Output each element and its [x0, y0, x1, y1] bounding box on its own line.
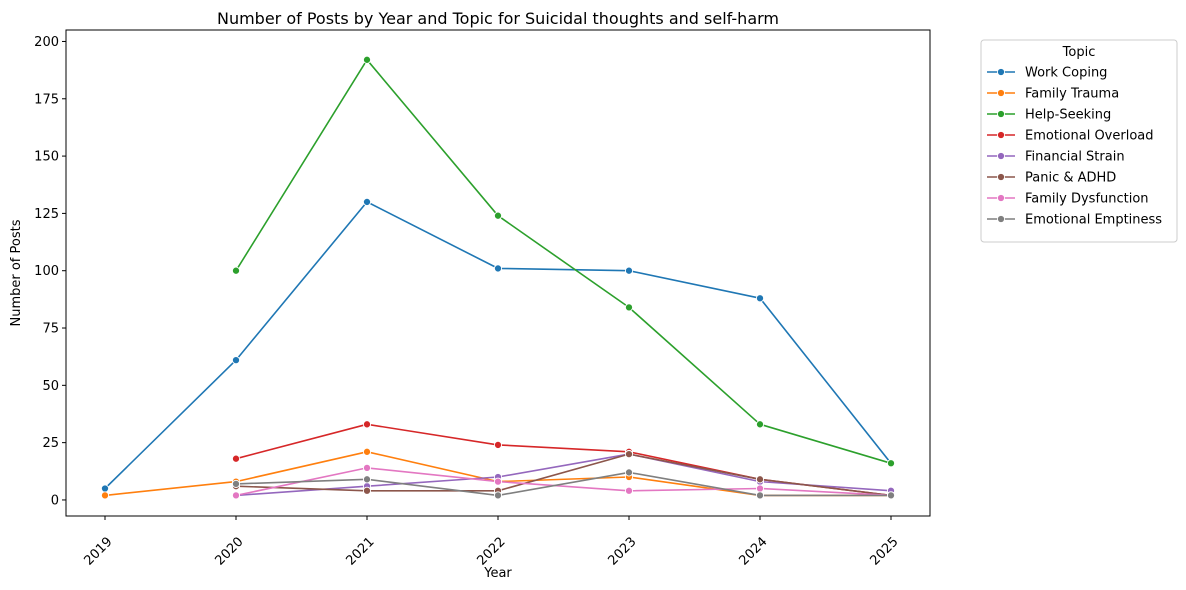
data-point — [886, 491, 896, 500]
legend-label: Family Trauma — [1025, 87, 1119, 102]
y-tick-label: 150 — [34, 150, 59, 165]
legend-label: Help-Seeking — [1025, 108, 1111, 123]
legend-label: Panic & ADHD — [1025, 171, 1116, 186]
y-tick-label: 100 — [34, 264, 59, 279]
data-point — [755, 420, 765, 429]
legend-swatch-marker — [996, 109, 1006, 119]
x-tick-label: 2022 — [475, 535, 509, 569]
data-point — [231, 454, 241, 463]
x-tick-label: 2024 — [737, 535, 771, 569]
data-point — [493, 477, 503, 486]
data-point — [493, 491, 503, 500]
data-point — [755, 294, 765, 303]
legend-swatch-marker — [996, 214, 1006, 224]
data-point — [493, 440, 503, 449]
data-point — [624, 450, 634, 459]
legend-box — [980, 39, 1178, 243]
data-point — [624, 468, 634, 477]
y-tick-label: 25 — [42, 436, 59, 451]
y-axis-label: Number of Posts — [9, 219, 24, 326]
plot-frame — [65, 29, 931, 517]
data-point — [100, 484, 110, 493]
data-point — [624, 303, 634, 312]
y-tick-label: 0 — [51, 493, 59, 508]
x-tick-label: 2021 — [344, 535, 378, 569]
y-tick-label: 125 — [34, 207, 59, 222]
chart-title: Number of Posts by Year and Topic for Su… — [217, 9, 779, 28]
legend-label: Emotional Overload — [1025, 129, 1154, 144]
legend-swatch-marker — [996, 67, 1006, 77]
data-point — [362, 55, 372, 64]
data-point — [624, 486, 634, 495]
data-point — [231, 479, 241, 488]
y-tick-label: 50 — [42, 379, 59, 394]
data-point — [231, 356, 241, 365]
data-point — [624, 266, 634, 275]
legend: Topic Work Coping Family Trauma Help-Seekin… — [980, 39, 1178, 243]
series-2 — [231, 55, 896, 468]
series-line — [235, 471, 891, 497]
legend-item: Help-Seeking — [987, 108, 1111, 123]
y-tick-label: 200 — [34, 35, 59, 50]
x-tick-label: 2019 — [82, 535, 116, 569]
data-point — [362, 420, 372, 429]
data-point — [362, 463, 372, 472]
legend-swatch-marker — [996, 172, 1006, 182]
legend-item: Work Coping — [987, 66, 1107, 81]
data-point — [231, 491, 241, 500]
legend-label: Financial Strain — [1025, 150, 1125, 165]
series-6 — [231, 463, 896, 500]
legend-swatch-marker — [996, 130, 1006, 140]
data-point — [493, 264, 503, 273]
legend-swatch-marker — [996, 193, 1006, 203]
x-tick-label: 2025 — [868, 535, 902, 569]
data-point — [886, 459, 896, 468]
data-point — [362, 486, 372, 495]
legend-label: Work Coping — [1025, 66, 1107, 81]
y-tick-label: 75 — [42, 322, 59, 337]
legend-item: Emotional Overload — [987, 129, 1154, 144]
data-point — [493, 211, 503, 220]
x-tick-label: 2020 — [213, 535, 247, 569]
y-tick-label: 175 — [34, 92, 59, 107]
series-line — [235, 467, 892, 497]
legend-item: Family Dysfunction — [987, 192, 1149, 207]
series-line — [235, 58, 892, 465]
data-point — [755, 491, 765, 500]
data-point — [755, 475, 765, 484]
legend-label: Emotional Emptiness — [1025, 213, 1162, 228]
data-point — [362, 475, 372, 484]
series-7 — [231, 468, 896, 500]
series-line — [235, 453, 892, 497]
legend-swatch-marker — [996, 151, 1006, 161]
data-point — [231, 266, 241, 275]
data-point — [100, 491, 110, 500]
legend-item: Emotional Emptiness — [987, 213, 1162, 228]
legend-title: Topic — [1062, 45, 1096, 60]
legend-item: Panic & ADHD — [987, 171, 1116, 186]
legend-label: Family Dysfunction — [1025, 192, 1149, 207]
data-point — [362, 447, 372, 456]
series-line — [235, 453, 892, 497]
series-5 — [231, 450, 896, 500]
x-tick-label: 2023 — [606, 535, 640, 569]
legend-swatch-marker — [996, 88, 1006, 98]
data-point — [362, 197, 372, 206]
legend-item: Family Trauma — [987, 87, 1119, 102]
legend-item: Financial Strain — [987, 150, 1125, 165]
x-axis-label: Year — [483, 566, 512, 581]
data-point — [755, 484, 765, 493]
